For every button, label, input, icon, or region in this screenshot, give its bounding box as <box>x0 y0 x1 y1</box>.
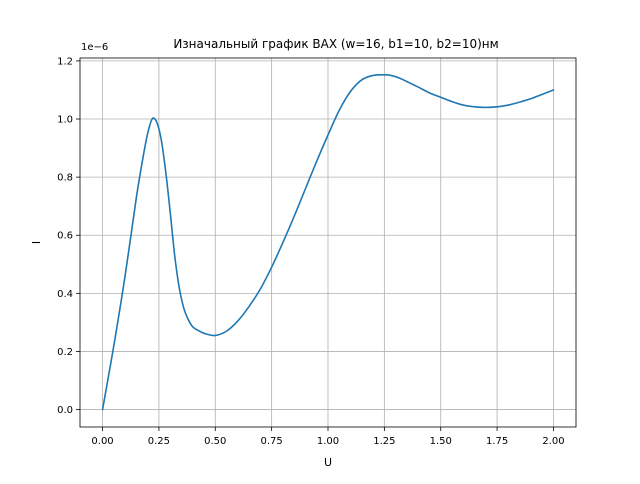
y-tick-label: 1.2 <box>57 56 73 67</box>
series-line <box>101 74 555 411</box>
x-tick-label: 1.25 <box>373 436 395 447</box>
grid-lines <box>80 58 576 427</box>
x-tick-label: 0.50 <box>204 436 226 447</box>
series-layer <box>101 74 555 411</box>
chart-title: Изначальный график ВАХ (w=16, b1=10, b2=… <box>173 37 498 51</box>
y-tick-label: 0.6 <box>57 231 73 242</box>
x-tick-label: 0.75 <box>261 436 283 447</box>
x-tick-label: 2.00 <box>542 436 564 447</box>
y-tick-label: 0.0 <box>57 405 73 416</box>
y-tick-label: 1.0 <box>57 115 73 126</box>
y-axis-label: I <box>30 241 43 244</box>
x-tick-label: 1.75 <box>486 436 508 447</box>
x-tick-label: 0.00 <box>91 436 113 447</box>
tick-labels: 0.00 0.25 0.50 0.75 1.00 1.25 1.50 1.75 2.00 0.0 0… <box>57 56 564 447</box>
y-tick-label: 0.4 <box>57 289 73 300</box>
x-axis-label: U <box>324 456 332 469</box>
y-axis-offset-label: 1e−6 <box>81 42 108 53</box>
y-tick-label: 0.8 <box>57 173 73 184</box>
x-tick-label: 0.25 <box>148 436 170 447</box>
x-tick-label: 1.50 <box>430 436 452 447</box>
y-tick-label: 0.2 <box>57 347 73 358</box>
x-tick-label: 1.00 <box>317 436 339 447</box>
tick-marks <box>76 60 554 431</box>
